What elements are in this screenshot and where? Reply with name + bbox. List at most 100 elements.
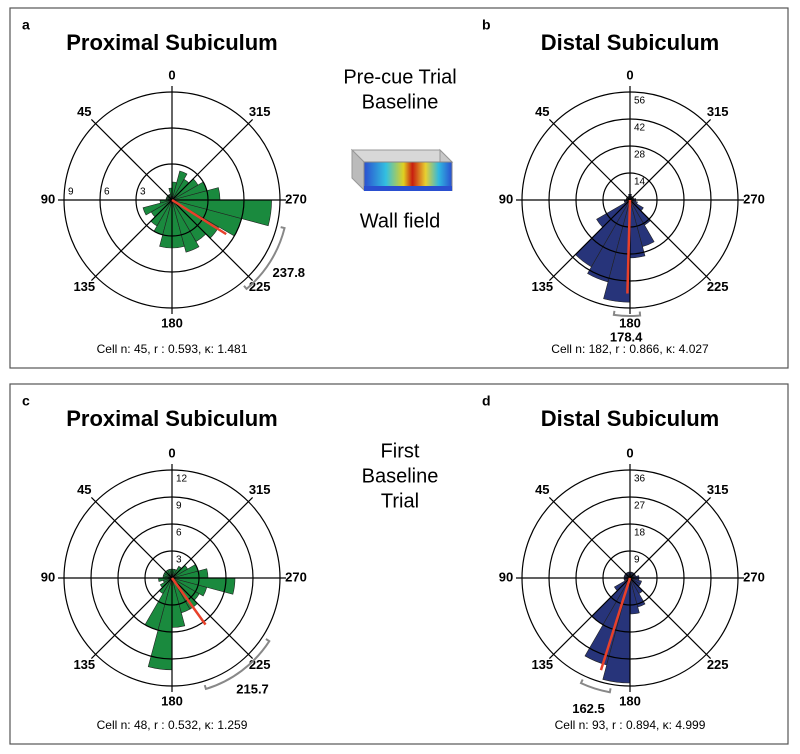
confidence-arc xyxy=(203,638,271,691)
theta-tick-label: 270 xyxy=(743,191,765,206)
theta-tick-label: 180 xyxy=(161,315,183,330)
spoke xyxy=(90,118,173,201)
r-tick-label: 6 xyxy=(176,528,182,539)
spoke xyxy=(90,199,173,282)
spoke xyxy=(171,577,254,660)
theta-tick-label: 225 xyxy=(707,279,729,294)
rose-bar xyxy=(171,199,200,253)
rose-bar xyxy=(629,199,638,205)
theta-tick-label: 315 xyxy=(249,482,271,497)
r-tick-label: 9 xyxy=(176,501,182,512)
middle-text: Baseline xyxy=(362,91,439,113)
mean-vector xyxy=(170,577,207,626)
panel-frame xyxy=(9,383,789,745)
middle-text: Trial xyxy=(381,490,419,512)
theta-tick-label: 135 xyxy=(73,279,95,294)
panel-frame xyxy=(9,7,789,369)
spoke xyxy=(171,199,254,282)
spoke xyxy=(629,199,712,282)
theta-tick-label: 135 xyxy=(531,657,553,672)
spoke xyxy=(629,118,712,201)
spoke xyxy=(548,496,631,579)
theta-tick-label: 135 xyxy=(531,279,553,294)
theta-tick-label: 45 xyxy=(535,104,549,119)
panel-letter: a xyxy=(22,17,30,33)
r-tick-label: 56 xyxy=(634,96,646,107)
rose-bar xyxy=(142,199,173,216)
rose-bar xyxy=(629,577,642,585)
theta-tick-label: 90 xyxy=(41,569,55,584)
theta-tick-label: 315 xyxy=(707,104,729,119)
theta-tick-label: 315 xyxy=(707,482,729,497)
chart-title: Distal Subiculum xyxy=(541,30,719,55)
r-tick-label: 14 xyxy=(634,177,646,188)
chart-title: Proximal Subiculum xyxy=(66,30,278,55)
confidence-arc xyxy=(612,310,642,317)
rose-bar xyxy=(629,199,655,247)
r-tick-label: 9 xyxy=(634,555,640,566)
r-tick-label: 28 xyxy=(634,150,646,161)
rose-bar xyxy=(629,577,646,608)
spoke xyxy=(548,118,631,201)
theta-tick-label: 270 xyxy=(743,569,765,584)
theta-tick-label: 180 xyxy=(161,693,183,708)
r-tick-label: 27 xyxy=(634,501,646,512)
panel-letter: d xyxy=(482,393,491,409)
panel-letter: b xyxy=(482,17,491,33)
r-tick-label: 3 xyxy=(140,187,146,198)
middle-text: Pre-cue Trial xyxy=(343,66,456,88)
theta-tick-label: 45 xyxy=(535,482,549,497)
spoke xyxy=(548,577,631,660)
mean-angle-label: 237.8 xyxy=(273,265,306,280)
theta-tick-label: 270 xyxy=(285,569,307,584)
theta-tick-label: 0 xyxy=(626,67,633,82)
theta-tick-label: 270 xyxy=(285,191,307,206)
theta-tick-label: 0 xyxy=(626,445,633,460)
confidence-arc xyxy=(579,679,612,694)
theta-tick-label: 90 xyxy=(499,191,513,206)
theta-tick-label: 225 xyxy=(707,657,729,672)
spoke xyxy=(629,496,712,579)
r-tick-label: 36 xyxy=(634,474,646,485)
stats-text: Cell n: 48, r : 0.532, κ: 1.259 xyxy=(97,718,248,732)
mean-vector xyxy=(626,199,632,294)
stats-text: Cell n: 93, r : 0.894, κ: 4.999 xyxy=(555,718,706,732)
middle-text: Wall field xyxy=(360,210,440,232)
arena-icon xyxy=(350,148,454,192)
mean-vector xyxy=(599,577,632,671)
panel-letter: c xyxy=(22,393,30,409)
r-tick-label: 42 xyxy=(634,123,646,134)
r-tick-label: 3 xyxy=(176,555,182,566)
mean-angle-label: 215.7 xyxy=(236,682,269,697)
theta-tick-label: 0 xyxy=(168,67,175,82)
theta-tick-label: 180 xyxy=(619,693,641,708)
spoke xyxy=(171,118,254,201)
spoke xyxy=(548,199,631,282)
theta-tick-label: 135 xyxy=(73,657,95,672)
rose-bar xyxy=(171,170,188,201)
r-tick-label: 18 xyxy=(634,528,646,539)
r-tick-label: 6 xyxy=(104,187,110,198)
stats-text: Cell n: 182, r : 0.866, κ: 4.027 xyxy=(551,342,709,356)
mean-angle-label: 178.4 xyxy=(610,329,643,344)
mean-vector xyxy=(171,198,227,236)
spoke xyxy=(171,496,254,579)
spoke xyxy=(90,496,173,579)
theta-tick-label: 225 xyxy=(249,657,271,672)
r-tick-label: 12 xyxy=(176,474,188,485)
middle-text: Baseline xyxy=(362,465,439,487)
spoke xyxy=(629,577,712,660)
theta-tick-label: 45 xyxy=(77,104,91,119)
theta-tick-label: 315 xyxy=(249,104,271,119)
chart-title: Distal Subiculum xyxy=(541,406,719,431)
theta-tick-label: 180 xyxy=(619,315,641,330)
theta-tick-label: 90 xyxy=(499,569,513,584)
middle-text: First xyxy=(381,440,420,462)
mean-angle-label: 162.5 xyxy=(572,701,605,716)
theta-tick-label: 225 xyxy=(249,279,271,294)
stats-text: Cell n: 45, r : 0.593, κ: 1.481 xyxy=(97,342,248,356)
theta-tick-label: 90 xyxy=(41,191,55,206)
chart-title: Proximal Subiculum xyxy=(66,406,278,431)
confidence-arc xyxy=(243,226,286,291)
